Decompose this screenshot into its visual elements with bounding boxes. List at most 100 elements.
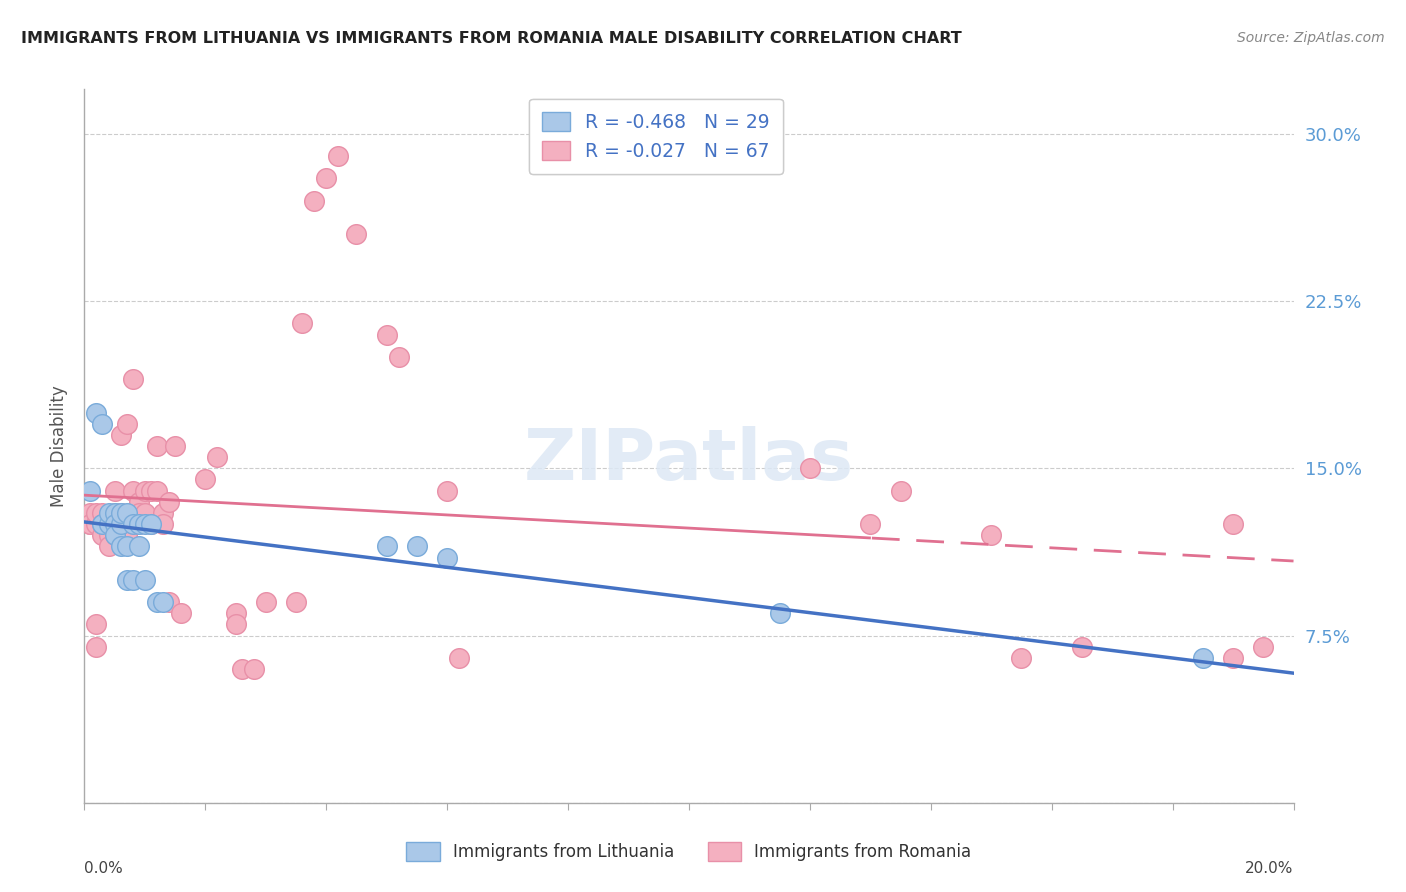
Point xyxy=(91,417,114,431)
Point xyxy=(170,607,193,621)
Point xyxy=(97,517,120,532)
Point xyxy=(1071,640,1094,654)
Point xyxy=(139,517,162,532)
Point xyxy=(110,506,132,520)
Point xyxy=(165,439,187,453)
Point xyxy=(207,450,229,465)
Text: IMMIGRANTS FROM LITHUANIA VS IMMIGRANTS FROM ROMANIA MALE DISABILITY CORRELATION: IMMIGRANTS FROM LITHUANIA VS IMMIGRANTS … xyxy=(21,31,962,46)
Point xyxy=(104,506,127,520)
Point xyxy=(110,506,132,520)
Point xyxy=(128,517,150,532)
Point xyxy=(436,483,458,498)
Point xyxy=(134,517,156,532)
Point xyxy=(97,528,120,542)
Point xyxy=(146,439,169,453)
Point xyxy=(110,539,132,553)
Point xyxy=(79,483,101,498)
Point xyxy=(436,550,458,565)
Point xyxy=(115,573,138,587)
Point xyxy=(128,539,150,553)
Point xyxy=(799,461,821,475)
Point xyxy=(115,517,138,532)
Point xyxy=(91,517,114,532)
Point xyxy=(139,517,162,532)
Point xyxy=(104,483,127,498)
Text: 20.0%: 20.0% xyxy=(1246,861,1294,876)
Point xyxy=(115,506,138,520)
Point xyxy=(291,317,314,331)
Point xyxy=(1192,651,1215,665)
Point xyxy=(104,517,127,532)
Point xyxy=(97,517,120,532)
Point xyxy=(104,528,127,542)
Point xyxy=(121,372,143,386)
Point xyxy=(859,517,882,532)
Point xyxy=(86,640,108,654)
Point xyxy=(86,517,108,532)
Y-axis label: Male Disability: Male Disability xyxy=(51,385,69,507)
Point xyxy=(225,617,247,632)
Point xyxy=(110,427,132,442)
Text: Source: ZipAtlas.com: Source: ZipAtlas.com xyxy=(1237,31,1385,45)
Point xyxy=(134,573,156,587)
Point xyxy=(121,517,143,532)
Point xyxy=(406,539,429,553)
Point xyxy=(97,506,120,520)
Point xyxy=(146,483,169,498)
Point xyxy=(115,539,138,553)
Point xyxy=(225,607,247,621)
Point xyxy=(157,494,180,508)
Point xyxy=(980,528,1002,542)
Point xyxy=(152,595,174,609)
Point xyxy=(79,517,101,532)
Point xyxy=(1011,651,1033,665)
Point xyxy=(769,607,792,621)
Point xyxy=(128,506,150,520)
Text: 0.0%: 0.0% xyxy=(84,861,124,876)
Point xyxy=(91,517,114,532)
Point xyxy=(97,539,120,553)
Point xyxy=(146,595,169,609)
Point xyxy=(375,327,398,342)
Point xyxy=(1253,640,1275,654)
Point xyxy=(121,483,143,498)
Point xyxy=(139,483,162,498)
Point xyxy=(315,171,337,186)
Point xyxy=(388,350,411,364)
Point xyxy=(231,662,253,676)
Point xyxy=(110,517,132,532)
Point xyxy=(152,506,174,520)
Legend: Immigrants from Lithuania, Immigrants from Romania: Immigrants from Lithuania, Immigrants fr… xyxy=(398,833,980,870)
Point xyxy=(285,595,308,609)
Point xyxy=(128,494,150,508)
Point xyxy=(890,483,912,498)
Point xyxy=(86,506,108,520)
Point xyxy=(115,528,138,542)
Point xyxy=(97,517,120,532)
Point xyxy=(1222,517,1244,532)
Point xyxy=(152,517,174,532)
Point xyxy=(449,651,471,665)
Point xyxy=(104,528,127,542)
Point xyxy=(328,149,350,163)
Point xyxy=(375,539,398,553)
Point xyxy=(91,528,114,542)
Point xyxy=(86,617,108,632)
Point xyxy=(91,506,114,520)
Point xyxy=(79,517,101,532)
Point xyxy=(104,517,127,532)
Point xyxy=(157,595,180,609)
Point xyxy=(115,417,138,431)
Point xyxy=(302,194,325,208)
Point xyxy=(79,506,101,520)
Point xyxy=(242,662,264,676)
Point xyxy=(346,227,368,241)
Point xyxy=(134,506,156,520)
Point xyxy=(1222,651,1244,665)
Point xyxy=(110,517,132,532)
Point xyxy=(254,595,277,609)
Text: ZIPatlas: ZIPatlas xyxy=(524,425,853,495)
Point xyxy=(128,517,150,532)
Point xyxy=(134,483,156,498)
Point xyxy=(104,506,127,520)
